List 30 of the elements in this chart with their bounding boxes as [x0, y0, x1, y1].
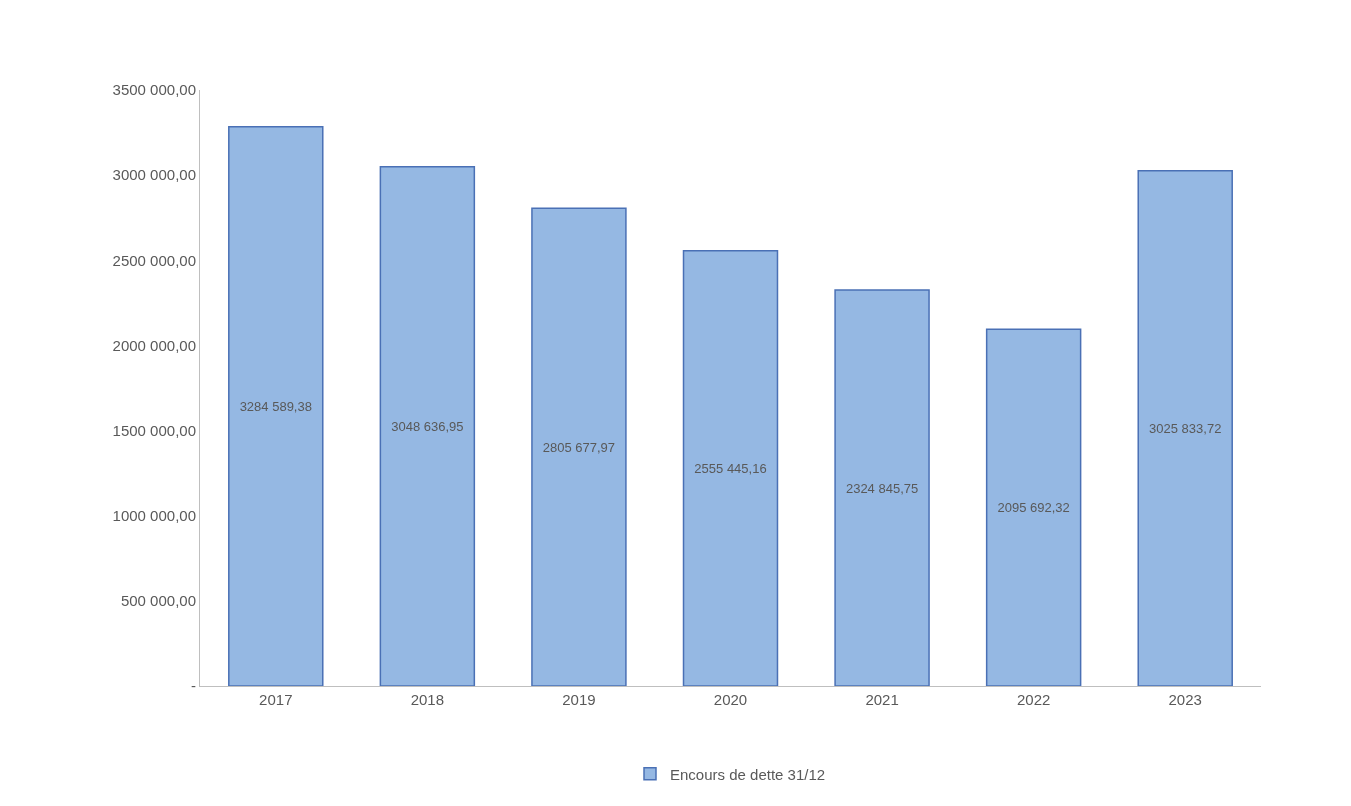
y-tick-label: 1000 000,00	[112, 506, 196, 524]
y-tick-label: 500 000,00	[120, 592, 196, 610]
data-label: 2555 445,16	[694, 460, 767, 476]
x-tick-label: 2020	[713, 691, 748, 708]
y-tick-label: 1500 000,00	[112, 421, 196, 439]
data-label: 2805 677,97	[542, 439, 616, 455]
bar	[379, 166, 476, 686]
x-tick-label: 2023	[1168, 691, 1202, 708]
data-label: 3048 636,95	[391, 418, 464, 434]
x-tick-label: 2021	[865, 691, 899, 708]
bar	[834, 289, 930, 686]
y-tick-label: 2000 000,00	[112, 336, 196, 354]
data-label: 3284 589,38	[239, 398, 312, 414]
bar	[531, 207, 627, 686]
bar	[1137, 169, 1233, 686]
data-label: 2095 692,32	[997, 500, 1070, 516]
bar	[985, 328, 1082, 686]
legend-label: Encours de dette 31/12	[670, 765, 826, 783]
x-tick-label: 2022	[1016, 691, 1051, 708]
x-tick-label: 2018	[410, 691, 445, 708]
y-tick-label: 3500 000,00	[112, 81, 196, 99]
data-label: 2324 845,75	[845, 480, 919, 496]
data-label: 3025 833,72	[1149, 420, 1222, 436]
bar	[228, 125, 324, 686]
y-tick-label: 2500 000,00	[112, 251, 196, 269]
x-tick-label: 2019	[562, 691, 596, 708]
x-tick-label: 2017	[259, 691, 293, 708]
y-tick-label: -	[191, 677, 196, 695]
y-tick-label: 3000 000,00	[112, 166, 196, 184]
bar	[682, 250, 779, 686]
